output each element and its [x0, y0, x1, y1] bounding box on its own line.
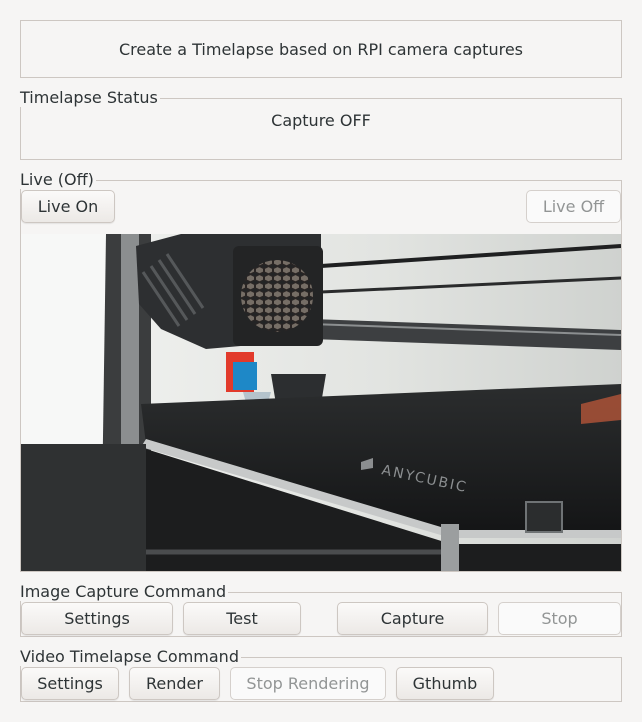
video-settings-button[interactable]: Settings: [21, 667, 119, 700]
camera-preview: ANYCUBIC: [21, 234, 621, 571]
cable: [581, 394, 621, 424]
capture-status-text: Capture OFF: [271, 111, 371, 130]
print-bed: [141, 384, 621, 534]
timelapse-status-panel: Capture OFF: [20, 98, 622, 160]
gantry-rod-top: [320, 244, 621, 268]
live-group-label: Live (Off): [20, 170, 96, 189]
leadscrew: [441, 524, 459, 571]
live-off-button[interactable]: Live Off: [526, 190, 621, 223]
bed-clip: [525, 501, 563, 533]
frame-rail: [121, 234, 139, 494]
live-on-button[interactable]: Live On: [21, 190, 115, 223]
stop-capture-button[interactable]: Stop: [498, 602, 621, 635]
stop-rendering-button[interactable]: Stop Rendering: [230, 667, 386, 700]
test-button[interactable]: Test: [183, 602, 301, 635]
gantry-rod-middle: [320, 276, 621, 294]
capture-settings-button[interactable]: Settings: [21, 602, 173, 635]
x-rail-highlight: [310, 323, 621, 336]
fan-grill: [241, 260, 313, 332]
app-title: Create a Timelapse based on RPI camera c…: [118, 40, 523, 59]
gthumb-button[interactable]: Gthumb: [396, 667, 494, 700]
carriage-vents: [141, 253, 205, 327]
title-panel: Create a Timelapse based on RPI camera c…: [20, 20, 622, 78]
capture-button[interactable]: Capture: [337, 602, 488, 635]
image-capture-group-label: Image Capture Command: [20, 582, 229, 601]
anycubic-logo-mark: [361, 458, 373, 470]
base-shadow: [21, 444, 146, 571]
camera-image: ANYCUBIC: [21, 234, 621, 571]
heater-block: [233, 362, 257, 390]
nozzle-fan: [271, 374, 326, 404]
lower-frame: [146, 449, 621, 571]
render-button[interactable]: Render: [129, 667, 220, 700]
video-timelapse-group-label: Video Timelapse Command: [20, 647, 241, 666]
timelapse-status-label: Timelapse Status: [20, 88, 160, 107]
